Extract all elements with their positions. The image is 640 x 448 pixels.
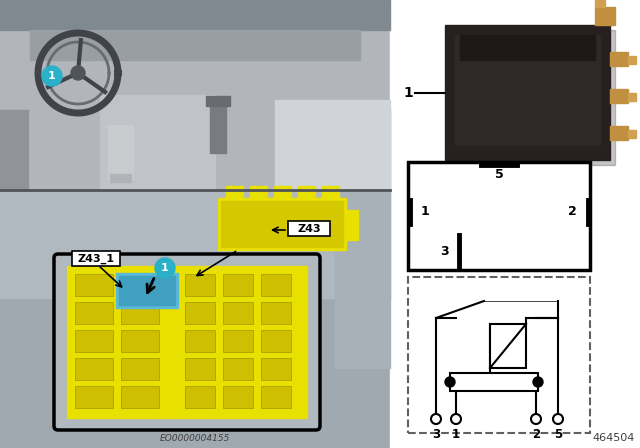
Text: 1: 1 [48,71,56,81]
Bar [121,386,159,408]
Text: 1: 1 [161,263,169,273]
Text: 3: 3 [432,428,440,441]
Bar [610,126,628,140]
Text: EO0000004155: EO0000004155 [160,434,230,443]
Bar [185,330,215,352]
Text: Z43_1: Z43_1 [77,254,115,263]
Bar [185,358,215,380]
Text: 1: 1 [421,205,429,218]
Bar [450,373,538,391]
Bar [67,266,307,418]
Bar [185,302,215,324]
Bar [628,130,636,138]
Bar [121,358,159,380]
Bar [322,186,339,198]
Bar [261,274,291,296]
Bar [116,273,178,308]
Bar [223,386,253,408]
Bar [218,198,346,250]
Circle shape [451,414,461,424]
FancyBboxPatch shape [54,254,320,430]
Bar [335,190,390,368]
Bar [75,302,113,324]
Bar [206,96,230,106]
Bar [0,0,390,30]
Bar [75,274,113,296]
Bar [628,93,636,101]
Circle shape [155,258,175,278]
Bar [460,35,595,60]
Bar [261,386,291,408]
Bar [0,190,390,298]
Circle shape [42,66,62,86]
Bar [261,330,291,352]
Bar [121,302,159,324]
Circle shape [431,414,441,424]
Text: 1: 1 [403,86,413,100]
Bar [185,386,215,408]
Bar [628,56,636,64]
Bar [298,186,315,198]
Circle shape [531,414,541,424]
Text: 3: 3 [440,245,449,258]
Bar [75,330,113,352]
Bar [274,186,291,198]
Bar [0,190,390,448]
Bar [0,110,28,190]
Bar [30,30,360,60]
Bar [72,251,120,266]
Bar [261,358,291,380]
Bar [121,330,159,352]
Bar [223,330,253,352]
Bar [346,210,358,240]
Bar [0,0,390,190]
Circle shape [533,377,543,387]
Bar [75,386,113,408]
Bar [110,174,131,182]
Bar [408,162,590,270]
Bar [223,358,253,380]
Bar [100,95,215,190]
Bar [226,186,243,198]
Circle shape [553,414,563,424]
Bar [610,52,628,65]
Bar [390,0,640,448]
Bar [288,221,330,236]
Circle shape [445,377,455,387]
Bar [119,276,175,305]
Bar [185,274,215,296]
Bar [108,125,133,180]
Text: 5: 5 [554,428,562,441]
Circle shape [71,66,85,80]
Bar [75,358,113,380]
Bar [250,186,267,198]
Bar [223,274,253,296]
Bar [408,277,590,433]
Bar [221,201,343,247]
Bar [610,89,628,103]
Text: 2: 2 [568,205,577,218]
Bar [595,7,615,25]
Bar [450,30,615,165]
Text: Z43: Z43 [297,224,321,233]
Bar [275,100,390,190]
Bar [595,0,605,7]
Bar [210,103,226,153]
Text: 464504: 464504 [593,433,635,443]
Text: 1: 1 [452,428,460,441]
Bar [355,110,390,190]
Bar [490,324,526,368]
Text: 5: 5 [495,168,504,181]
Text: 2: 2 [532,428,540,441]
Bar [121,274,159,296]
Bar [455,35,600,145]
Bar [261,302,291,324]
Bar [223,302,253,324]
Bar [445,25,610,160]
